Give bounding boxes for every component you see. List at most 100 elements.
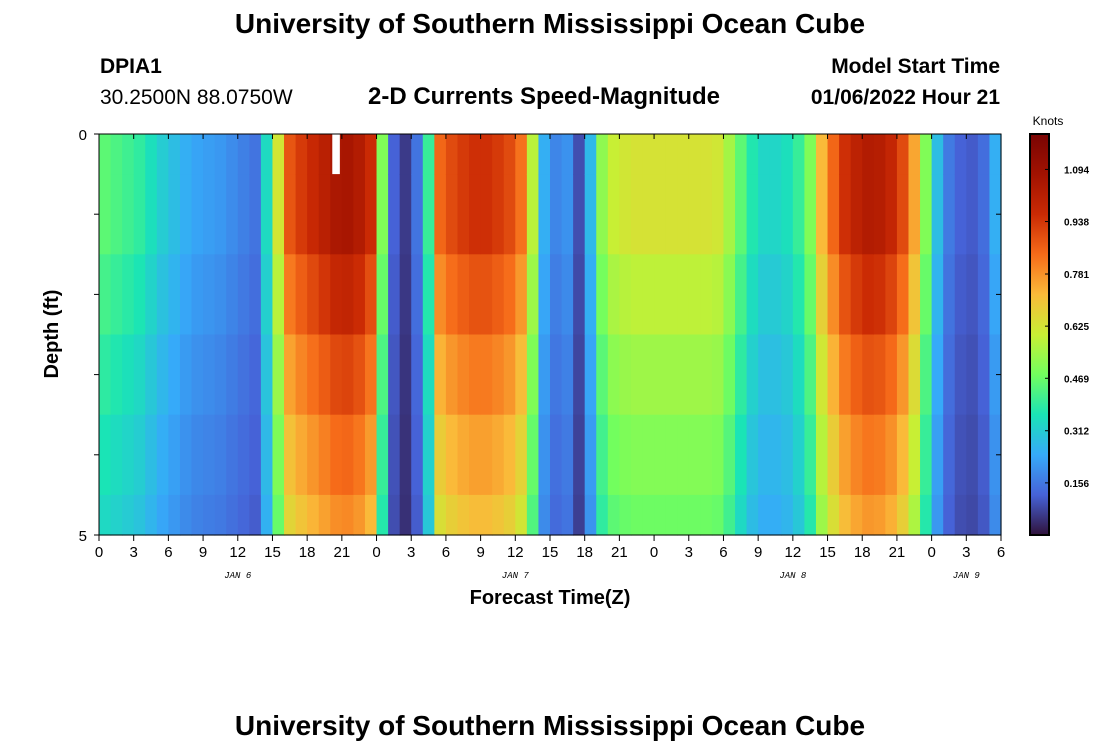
heatmap-cell (896, 494, 910, 536)
heatmap-cell (758, 134, 771, 175)
heatmap-cell (284, 254, 297, 336)
heatmap-cell (411, 494, 424, 536)
heatmap-cell (584, 254, 597, 336)
chart-subtitle: 2-D Currents Speed-Magnitude (368, 83, 721, 110)
heatmap-cell (596, 414, 609, 496)
heatmap-cell (260, 174, 274, 255)
x-tick-label: 6 (997, 544, 1005, 561)
heatmap-cell (411, 134, 424, 175)
heatmap-cell (272, 254, 285, 336)
heatmap-cell (538, 414, 551, 496)
heatmap-cell (376, 414, 389, 496)
x-axis-ticks: 0 3 6 9 12 15 18 21 0 3 6 9 12 15 18 21 0 3 6 9 12 15 18 21 0 3 6 J… (95, 134, 1005, 581)
heatmap-cell (619, 174, 632, 255)
page-title: University of Southern Mississippi Ocean… (234, 8, 866, 39)
model-start-label: Model Start Time (831, 55, 1000, 78)
heatmap-cell (434, 254, 447, 336)
heatmap-cell (353, 254, 366, 336)
heatmap-cell (133, 254, 146, 336)
heatmap-cell (781, 174, 794, 255)
heatmap-cell (422, 414, 435, 496)
heatmap-cell (977, 494, 991, 536)
heatmap-cell (723, 494, 736, 536)
heatmap-cell (203, 174, 216, 255)
heatmap-cell (515, 134, 528, 175)
heatmap-cell (989, 134, 1002, 175)
heatmap-cell (908, 414, 921, 496)
heatmap-cell (330, 254, 343, 336)
heatmap-cell (330, 174, 343, 255)
heatmap-cell (133, 174, 146, 255)
heatmap-cell (411, 174, 424, 255)
heatmap-cell (480, 334, 493, 416)
heatmap-cell (769, 494, 782, 536)
heatmap-cell (885, 254, 898, 336)
heatmap-cell (885, 174, 898, 255)
heatmap-cell (341, 174, 355, 255)
heatmap-cell (873, 334, 886, 416)
heatmap-cell (318, 334, 331, 416)
heatmap-cell (469, 174, 482, 255)
heatmap-cell (422, 254, 435, 336)
heatmap-cell (839, 174, 852, 255)
heatmap-cell (908, 494, 921, 536)
heatmap-cell (214, 254, 227, 336)
heatmap-cell (665, 174, 678, 255)
heatmap-cell (156, 174, 169, 255)
heatmap-cell (249, 254, 262, 336)
heatmap-cell (399, 174, 412, 255)
heatmap-cell (341, 134, 355, 175)
heatmap-cell (943, 494, 956, 536)
speed-heatmap-chart: 0 3 6 9 12 15 18 21 0 3 6 9 12 15 18 21 0 3 6 9 12 15 18 21 0 3 6 J… (41, 114, 1089, 609)
heatmap-cell (99, 134, 112, 175)
heatmap-cell (561, 334, 574, 416)
heatmap-cell (260, 494, 274, 536)
heatmap-cell (920, 414, 933, 496)
heatmap-cell (665, 134, 678, 175)
heatmap-cell (665, 334, 678, 416)
x-tick-label: 3 (962, 544, 970, 561)
heatmap-cell (735, 254, 748, 336)
heatmap-cell (943, 134, 956, 175)
x-tick-label: 21 (334, 544, 351, 561)
heatmap-cell (815, 254, 829, 336)
heatmap-cell (619, 334, 632, 416)
heatmap-cell (434, 134, 447, 175)
heatmap-cell (341, 254, 355, 336)
heatmap-cell (804, 494, 817, 536)
heatmap-cell (977, 254, 991, 336)
heatmap-cell (307, 174, 320, 255)
footer-title: University of Southern Mississippi Ocean… (234, 710, 866, 741)
heatmap-cell (954, 334, 967, 416)
heatmap-cell (850, 334, 863, 416)
heatmap-cell (642, 254, 655, 336)
heatmap-cell (688, 414, 701, 496)
x-tick-label: 12 (785, 544, 802, 561)
heatmap-cell (284, 134, 297, 175)
heatmap-cell (515, 174, 528, 255)
heatmap-cell (966, 334, 979, 416)
heatmap-cell (885, 414, 898, 496)
heatmap-cell (758, 414, 771, 496)
x-tick-label: 0 (927, 544, 935, 561)
heatmap-cell (769, 134, 782, 175)
heatmap-cell (665, 254, 678, 336)
heatmap-cell (619, 254, 632, 336)
y-tick-label: 5 (79, 528, 87, 545)
heatmap-cell (179, 414, 193, 496)
heatmap-cell (469, 334, 482, 416)
heatmap-cell (711, 494, 725, 536)
heatmap-cell (989, 174, 1002, 255)
y-tick-label: 0 (79, 127, 87, 144)
heatmap-cell (422, 174, 435, 255)
heatmap-cell (850, 414, 863, 496)
heatmap-cell (827, 414, 840, 496)
y-axis-label: Depth (ft) (41, 290, 63, 379)
heatmap-cell (156, 134, 169, 175)
heatmap-cell (179, 494, 193, 536)
heatmap-cell (931, 254, 944, 336)
heatmap-cell (191, 254, 204, 336)
heatmap-cell (388, 414, 401, 496)
heatmap-cell (538, 254, 551, 336)
colorbar-tick-label: 0.312 (1064, 427, 1089, 438)
